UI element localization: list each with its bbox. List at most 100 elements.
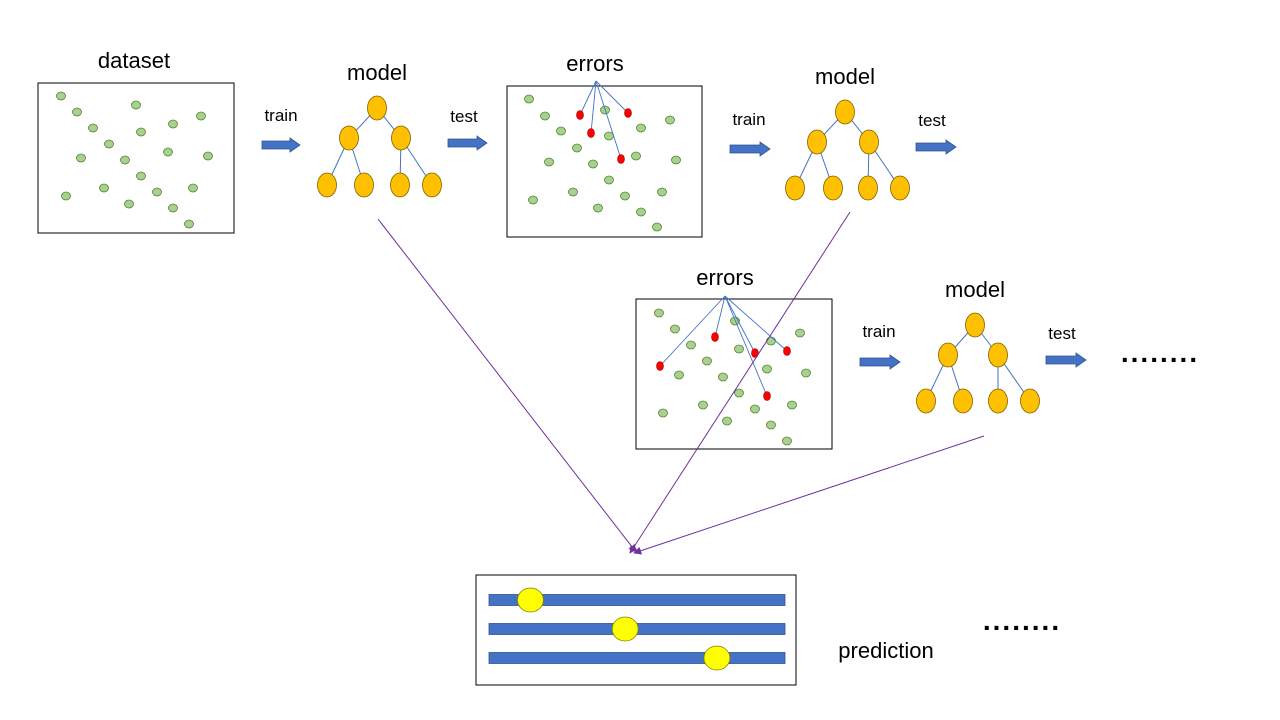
data-point <box>588 159 598 169</box>
test-label-1: test <box>450 107 478 126</box>
data-point <box>184 219 194 229</box>
test-arrow-3 <box>1045 352 1087 368</box>
data-point <box>76 153 86 163</box>
prediction-marker <box>611 616 639 642</box>
data-point <box>620 191 630 201</box>
data-point <box>540 111 550 121</box>
error-pointer-line <box>724 295 788 352</box>
test-label-3: test <box>1048 324 1076 343</box>
data-point <box>671 155 681 165</box>
tree-node <box>785 175 805 201</box>
error-point <box>656 361 664 371</box>
tree-node <box>965 312 985 338</box>
error-pointer-line <box>579 80 597 116</box>
errors-points-2 <box>654 295 811 446</box>
ensemble-lines <box>377 211 985 555</box>
tree-node <box>823 175 843 201</box>
error-pointer-line <box>724 295 756 354</box>
data-point <box>787 400 797 410</box>
tree-node <box>390 172 410 198</box>
data-point <box>658 408 668 418</box>
block-arrow-right-icon <box>729 141 771 157</box>
model-tree-2 <box>785 99 910 201</box>
test-arrow-1 <box>447 135 488 151</box>
data-point <box>524 94 534 104</box>
model-tree-3 <box>916 312 1040 414</box>
block-arrow-right-icon <box>915 139 957 155</box>
data-point <box>152 187 162 197</box>
tree-node <box>859 129 879 155</box>
data-point <box>631 151 641 161</box>
data-point <box>99 183 109 193</box>
data-point <box>56 91 66 101</box>
test-label-2: test <box>918 111 946 130</box>
train-label-3: train <box>862 322 895 341</box>
dataset-points <box>56 91 213 229</box>
errors-panel-1: errors <box>506 51 703 238</box>
tree-node <box>317 172 337 198</box>
error-point <box>763 391 771 401</box>
error-pointer-line <box>659 295 726 367</box>
prediction-bar <box>488 594 786 606</box>
data-point <box>556 126 566 136</box>
tree-node <box>367 95 387 121</box>
data-point <box>698 400 708 410</box>
errors-panel-2: errors <box>635 265 833 450</box>
data-point <box>636 207 646 217</box>
model-label-3: model <box>945 277 1005 302</box>
error-point <box>783 346 791 356</box>
data-point <box>572 143 582 153</box>
data-point <box>734 344 744 354</box>
data-point <box>686 340 696 350</box>
error-pointer-line <box>590 80 597 134</box>
model-label-2: model <box>815 64 875 89</box>
tree-node <box>953 388 973 414</box>
data-point <box>670 324 680 334</box>
data-point <box>636 123 646 133</box>
data-point <box>61 191 71 201</box>
error-pointer-line <box>714 295 726 338</box>
block-arrow-right-icon <box>859 354 901 370</box>
data-point <box>196 111 206 121</box>
tree-node <box>890 175 910 201</box>
data-point <box>654 308 664 318</box>
prediction-marker <box>517 587 544 613</box>
prediction-panel: prediction ........ <box>475 574 1059 686</box>
data-point <box>750 404 760 414</box>
data-point <box>124 199 134 209</box>
data-point <box>718 372 728 382</box>
data-point <box>120 155 130 165</box>
data-point <box>766 420 776 430</box>
model-tree-1 <box>317 95 442 198</box>
data-point <box>604 175 614 185</box>
data-point <box>652 222 662 232</box>
data-point <box>72 107 82 117</box>
model-label-1: model <box>347 60 407 85</box>
data-point <box>604 131 614 141</box>
test-arrow-2 <box>915 139 957 155</box>
data-point <box>163 147 173 157</box>
train-arrow-2 <box>729 141 771 157</box>
prediction-bars <box>488 587 786 671</box>
data-point <box>136 127 146 137</box>
data-point <box>188 183 198 193</box>
train-label-2: train <box>732 110 765 129</box>
data-point <box>766 336 776 346</box>
error-point <box>587 128 595 138</box>
data-point <box>795 328 805 338</box>
prediction-bar <box>488 652 786 664</box>
data-point <box>544 157 554 167</box>
prediction-marker <box>703 645 731 671</box>
data-point <box>104 139 114 149</box>
continuation-ellipsis-right: ........ <box>1121 337 1199 368</box>
train-label-1: train <box>264 106 297 125</box>
ensemble-line-1 <box>377 218 637 553</box>
tree-node <box>988 342 1008 368</box>
error-pointer-line <box>595 80 629 114</box>
data-point <box>168 119 178 129</box>
data-point <box>665 115 675 125</box>
train-arrow-3 <box>859 354 901 370</box>
tree-node <box>422 172 442 198</box>
tree-node <box>916 388 936 414</box>
